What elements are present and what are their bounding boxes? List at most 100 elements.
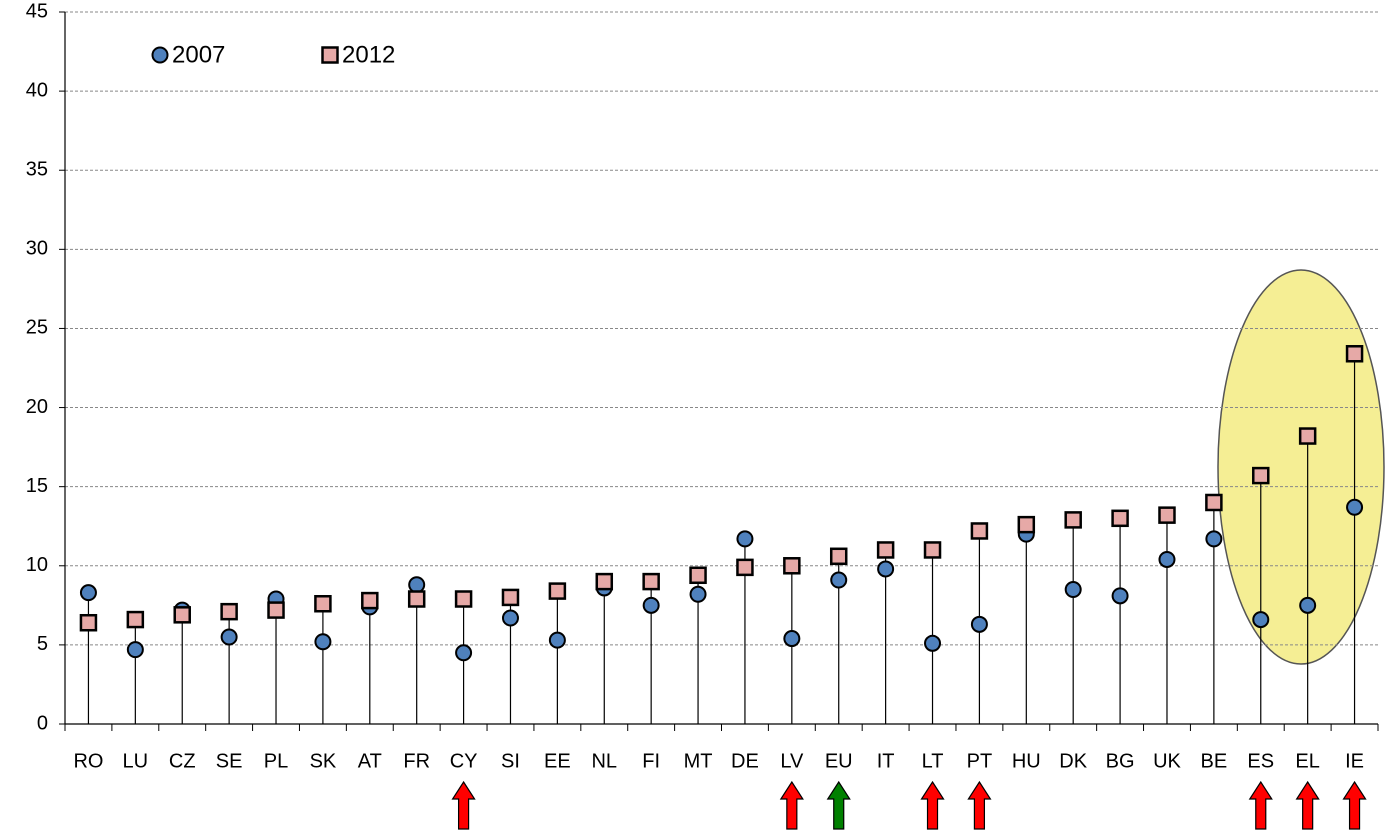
marker-square [642, 572, 660, 591]
marker-square [501, 588, 520, 607]
marker-square [736, 558, 754, 577]
marker-circle [314, 633, 332, 651]
marker-square [923, 541, 942, 559]
arrow [451, 780, 476, 830]
x-tick-label: EE [544, 750, 571, 772]
marker-circle [126, 641, 144, 659]
x-tick-label: NL [591, 750, 617, 772]
y-tick-label: 10 [26, 554, 48, 576]
y-tick-label: 15 [26, 475, 48, 497]
arrow [1342, 780, 1367, 830]
x-tick-label: LV [780, 750, 804, 772]
x-tick-label: SK [310, 750, 337, 772]
x-tick-label: CY [450, 750, 478, 772]
marker-circle [79, 584, 97, 602]
marker-square [1111, 509, 1129, 528]
x-tick-label: HU [1012, 750, 1041, 772]
legend-label: 2007 [172, 41, 225, 68]
marker-circle [830, 571, 848, 589]
x-tick-label: EU [825, 750, 853, 772]
marker-square [970, 522, 989, 540]
marker-circle [877, 560, 895, 578]
marker-circle [924, 634, 942, 652]
marker-circle [1064, 581, 1082, 599]
marker-circle [455, 644, 473, 662]
marker-circle [408, 576, 426, 594]
y-tick-label: 0 [37, 712, 48, 734]
arrow [1248, 780, 1273, 830]
x-tick-label: MT [684, 750, 713, 772]
marker-circle [1205, 530, 1223, 548]
x-tick-label: UK [1153, 750, 1181, 772]
y-tick-label: 40 [26, 79, 48, 101]
marker-square [79, 613, 98, 632]
marker-square [454, 590, 473, 608]
marker-square [267, 601, 285, 619]
x-tick-label: IE [1345, 750, 1364, 772]
marker-circle [970, 615, 988, 633]
y-tick-label: 45 [26, 0, 48, 22]
x-tick-label: AT [358, 750, 382, 772]
y-tick-label: 25 [26, 317, 48, 339]
marker-square [783, 557, 801, 575]
marker-square [829, 547, 848, 566]
arrow [967, 780, 992, 830]
y-tick-label: 35 [26, 159, 48, 181]
marker-circle [1252, 611, 1270, 629]
x-tick-label: ES [1247, 750, 1274, 772]
x-tick-label: PT [967, 750, 993, 772]
marker-circle [1111, 587, 1129, 605]
marker-square [1158, 506, 1176, 524]
y-tick-label: 20 [26, 396, 48, 418]
marker-square [548, 582, 567, 600]
marker-square [1017, 515, 1036, 534]
x-tick-label: FI [642, 750, 660, 772]
x-tick-label: RO [73, 750, 103, 772]
marker-square [689, 566, 707, 585]
marker-square [1064, 511, 1082, 529]
marker-square [314, 595, 332, 613]
legend-swatch [321, 46, 339, 64]
marker-square [220, 602, 238, 621]
arrow [779, 780, 804, 830]
marker-square [1205, 493, 1223, 512]
marker-square [595, 572, 614, 591]
x-tick-label: LT [922, 750, 944, 772]
y-tick-label: 30 [26, 238, 48, 260]
marker-square [1298, 427, 1317, 445]
marker-circle [548, 631, 566, 649]
arrow [1295, 780, 1320, 830]
x-tick-label: FR [403, 750, 430, 772]
marker-circle [783, 630, 801, 648]
marker-square [407, 590, 426, 608]
marker-circle [689, 585, 707, 603]
arrow [826, 780, 851, 830]
legend-swatch [151, 46, 169, 64]
marker-square [361, 591, 379, 610]
x-tick-label: SI [501, 750, 520, 772]
x-tick-label: BG [1106, 750, 1135, 772]
marker-square [1345, 345, 1364, 363]
marker-circle [1299, 596, 1317, 614]
x-tick-label: IT [877, 750, 895, 772]
x-tick-label: LU [123, 750, 149, 772]
x-tick-label: CZ [169, 750, 196, 772]
x-tick-label: BE [1201, 750, 1228, 772]
marker-square [126, 610, 145, 629]
x-tick-label: PL [264, 750, 288, 772]
marker-circle [736, 530, 754, 548]
marker-square [876, 541, 895, 559]
marker-circle [642, 596, 660, 614]
marker-square [173, 606, 191, 624]
y-tick-label: 5 [37, 633, 48, 655]
marker-square [1252, 466, 1270, 485]
legend: 2007 2012 [151, 41, 395, 68]
marker-circle [220, 628, 238, 646]
x-tick-label: DE [731, 750, 759, 772]
x-tick-label: SE [216, 750, 243, 772]
arrow [920, 780, 945, 830]
legend-label: 2012 [342, 41, 395, 68]
marker-circle [1158, 550, 1176, 568]
marker-circle [1346, 498, 1364, 516]
